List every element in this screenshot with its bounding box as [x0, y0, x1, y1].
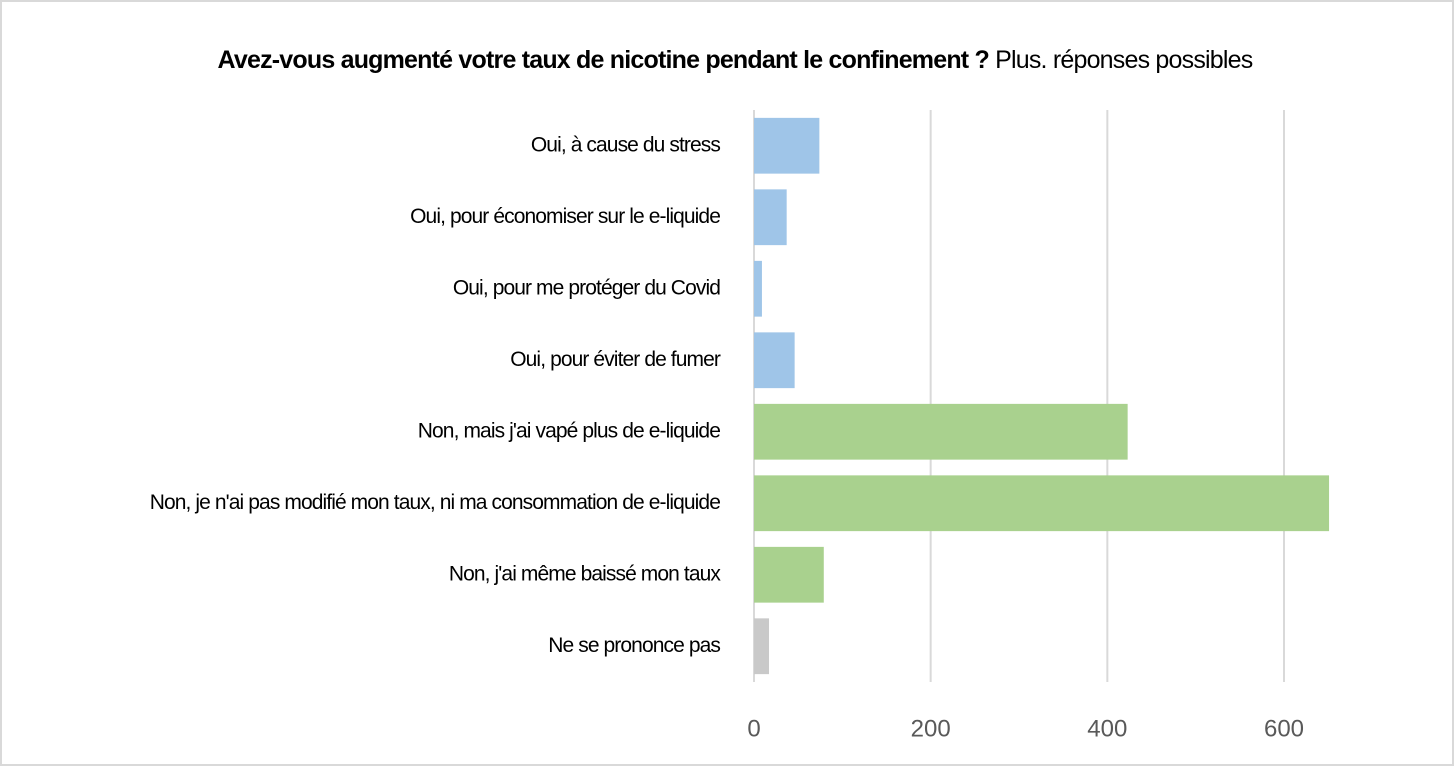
bar	[754, 475, 1330, 532]
y-tick-label: Oui, à cause du stress	[531, 133, 721, 156]
y-tick-label: Oui, pour me protéger du Covid	[453, 276, 720, 299]
chart-heading: Avez-vous augmenté votre taux de nicotin…	[218, 46, 1253, 74]
x-tick-label: 0	[747, 715, 760, 742]
bar	[754, 403, 1128, 460]
x-tick-label: 200	[911, 715, 951, 742]
x-tick-label: 600	[1264, 715, 1304, 742]
y-tick-label: Oui, pour économiser sur le e-liquide	[410, 205, 720, 228]
y-tick-label: Non, je n'ai pas modifié mon taux, ni ma…	[150, 491, 720, 514]
bar	[754, 618, 770, 675]
bar	[754, 189, 787, 246]
bar	[754, 332, 795, 389]
chart-title: Avez-vous augmenté votre taux de nicotin…	[218, 46, 989, 74]
bar	[754, 546, 824, 603]
y-tick-label: Ne se prononce pas	[548, 634, 720, 657]
y-tick-label: Non, j'ai même baissé mon taux	[449, 562, 722, 585]
y-tick-label: Non, mais j'ai vapé plus de e-liquide	[418, 419, 720, 442]
chart-subtitle: Plus. réponses possibles	[995, 46, 1253, 74]
bar	[754, 260, 762, 317]
bar	[754, 117, 820, 174]
x-tick-label: 400	[1087, 715, 1127, 742]
y-tick-label: Oui, pour éviter de fumer	[510, 348, 721, 371]
